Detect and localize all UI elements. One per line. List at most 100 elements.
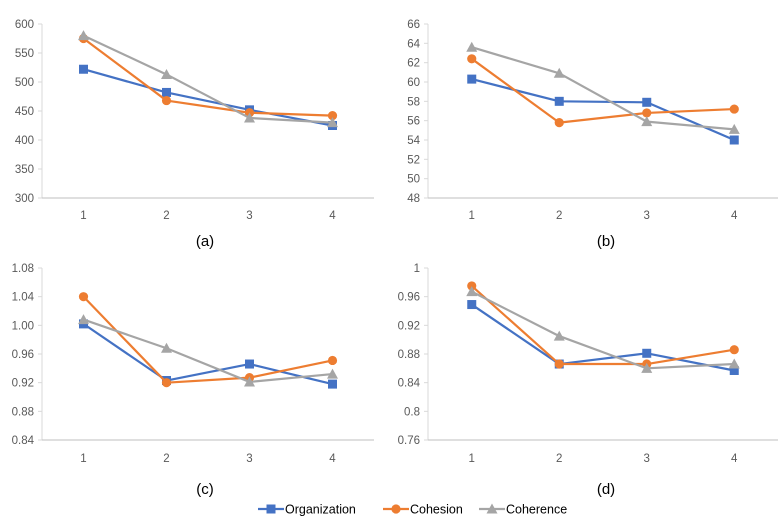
series-line-coherence	[83, 318, 333, 384]
y-tick-label: 0.88	[12, 406, 34, 418]
y-tick-label: 0.84	[398, 378, 421, 390]
y-tick-label: 50	[407, 174, 420, 186]
marker-triangle	[486, 503, 498, 514]
marker-square	[266, 504, 276, 514]
y-tick-label: 1.08	[12, 263, 34, 275]
series-line-coherence	[83, 34, 333, 124]
marker-square	[729, 135, 739, 145]
y-tick-label: 1	[414, 263, 420, 275]
chart-panel-d: 0.76 0.8 0.84 0.88 0.92 0.96 1 1 2 3 4 (d)	[398, 263, 778, 498]
marker-square	[162, 87, 171, 97]
y-tick-label: 600	[15, 19, 34, 31]
marker-circle	[554, 359, 564, 369]
x-tick-label: 1	[469, 210, 475, 222]
y-tick-label: 0.8	[404, 406, 420, 418]
marker-circle	[327, 355, 338, 366]
y-tick-label: 1.00	[12, 320, 34, 332]
charts-layer: 300 350 400 450 500 550 600 1 2 3 4 (a) 48 50 52 54 56 58…	[12, 19, 778, 498]
marker-circle	[327, 111, 338, 121]
marker-triangle	[553, 330, 565, 341]
series-line-cohesion	[471, 285, 735, 366]
y-tick-label: 0.96	[12, 349, 34, 361]
x-tick-label: 4	[329, 453, 336, 465]
series-line-cohesion	[82, 295, 333, 384]
y-tick-label: 500	[15, 77, 34, 89]
x-tick-label: 2	[556, 210, 562, 222]
marker-circle	[78, 292, 89, 302]
x-tick-label: 4	[731, 210, 738, 222]
x-tick-label: 3	[246, 453, 252, 465]
y-tick-label: 0.92	[12, 378, 34, 390]
panel-caption: (b)	[597, 233, 615, 250]
marker-square	[642, 97, 652, 107]
marker-square	[642, 348, 652, 358]
y-tick-label: 450	[15, 106, 34, 118]
marker-square	[729, 365, 739, 375]
x-tick-label: 2	[163, 453, 169, 465]
marker-circle	[161, 95, 172, 106]
series-line-organization	[471, 303, 735, 372]
y-tick-label: 0.88	[398, 349, 420, 361]
x-tick-label: 2	[556, 453, 562, 465]
x-tick-label: 1	[80, 453, 86, 465]
y-tick-label: 60	[407, 77, 420, 89]
marker-circle	[554, 118, 564, 128]
chart-panel-b: 48 50 52 54 56 58 60 62 64 66 1 2 3 4 (b)	[407, 19, 778, 250]
x-tick-label: 2	[163, 210, 169, 222]
marker-circle	[729, 104, 739, 114]
legend-label: Cohesion	[410, 503, 463, 517]
legend-item-cohesion: Cohesion	[383, 503, 463, 517]
marker-circle	[467, 54, 477, 64]
marker-circle	[161, 378, 172, 388]
marker-triangle	[466, 286, 478, 297]
marker-circle	[642, 108, 652, 118]
y-tick-label: 0.92	[398, 320, 420, 332]
marker-triangle	[78, 30, 89, 41]
y-tick-label: 300	[15, 193, 34, 205]
x-tick-label: 3	[246, 210, 252, 222]
series-line-organization	[83, 68, 333, 127]
series-line-coherence	[471, 46, 735, 131]
marker-circle	[467, 281, 477, 291]
legend-label: Organization	[285, 503, 356, 517]
marker-triangle	[327, 117, 338, 128]
panel-caption: (a)	[196, 233, 214, 250]
y-tick-label: 58	[407, 96, 420, 108]
marker-square	[554, 96, 564, 106]
panel-caption: (d)	[597, 481, 615, 498]
marker-triangle	[327, 368, 338, 379]
y-tick-label: 1.04	[12, 292, 35, 304]
x-tick-label: 3	[644, 210, 650, 222]
series-line-cohesion	[82, 37, 333, 117]
y-tick-label: 62	[407, 58, 420, 70]
marker-triangle	[466, 41, 478, 52]
marker-triangle	[244, 112, 255, 123]
chart-panel-a: 300 350 400 450 500 550 600 1 2 3 4 (a)	[15, 19, 374, 250]
x-tick-label: 1	[80, 210, 86, 222]
y-tick-label: 350	[15, 164, 34, 176]
y-tick-label: 66	[407, 19, 420, 31]
y-tick-label: 0.84	[12, 435, 35, 447]
chart-panel-c: 0.84 0.88 0.92 0.96 1.00 1.04 1.08 1 2 3 4 (c)	[12, 263, 374, 498]
marker-triangle	[641, 116, 653, 127]
y-tick-label: 52	[407, 154, 420, 166]
panel-caption: (c)	[196, 481, 214, 498]
y-tick-label: 550	[15, 48, 34, 60]
y-tick-label: 56	[407, 116, 420, 128]
x-tick-label: 3	[644, 453, 650, 465]
series-line-organization	[82, 322, 333, 386]
marker-square	[467, 74, 477, 84]
marker-square	[467, 300, 477, 310]
legend-item-coherence: Coherence	[479, 503, 567, 517]
legend-label: Coherence	[506, 503, 567, 517]
marker-square	[328, 379, 337, 389]
marker-triangle	[728, 123, 740, 134]
x-tick-label: 4	[731, 453, 738, 465]
marker-triangle	[641, 362, 653, 373]
marker-triangle	[728, 358, 740, 369]
marker-circle	[391, 504, 401, 514]
marker-triangle	[161, 342, 172, 353]
series-line-coherence	[471, 290, 735, 370]
marker-triangle	[161, 68, 172, 79]
